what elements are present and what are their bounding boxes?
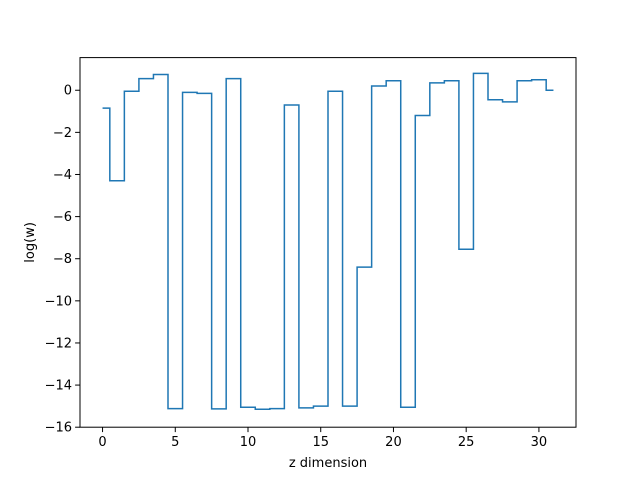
x-tick-label: 15 xyxy=(312,435,329,450)
y-tick-label: −12 xyxy=(45,336,72,351)
y-tick-label: −8 xyxy=(53,252,72,267)
y-tick-label: 0 xyxy=(64,84,72,99)
x-tick-label: 20 xyxy=(385,435,402,450)
y-tick-label: −6 xyxy=(53,210,72,225)
series-line-0 xyxy=(102,72,554,411)
x-tick-label: 30 xyxy=(531,435,548,450)
x-tick-label: 10 xyxy=(240,435,257,450)
y-axis-ticks: −16 −14 −12 −10 −8 −6 −4 −2 0 xyxy=(45,84,80,436)
y-tick-label: −16 xyxy=(45,421,72,436)
x-tick-label: 0 xyxy=(98,435,106,450)
y-axis-label: log(w) xyxy=(23,222,38,263)
x-tick-label: 5 xyxy=(171,435,179,450)
y-tick-label: −14 xyxy=(45,379,72,394)
x-axis-ticks: 0 5 10 15 20 25 30 xyxy=(98,427,547,450)
y-tick-label: −4 xyxy=(53,168,72,183)
plot-area xyxy=(102,72,554,411)
x-tick-label: 25 xyxy=(458,435,475,450)
y-tick-label: −10 xyxy=(45,294,72,309)
y-tick-label: −2 xyxy=(53,126,72,141)
axes-frame xyxy=(79,57,577,428)
x-axis-label: z dimension xyxy=(289,456,367,471)
